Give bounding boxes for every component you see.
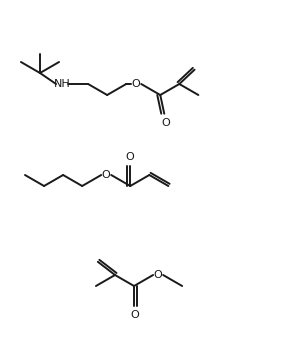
Text: O: O	[161, 118, 170, 128]
Text: O: O	[102, 170, 111, 180]
Text: O: O	[125, 152, 134, 162]
Text: O: O	[131, 310, 139, 320]
Text: O: O	[132, 79, 141, 89]
Text: NH: NH	[54, 79, 70, 89]
Text: O: O	[154, 270, 162, 280]
